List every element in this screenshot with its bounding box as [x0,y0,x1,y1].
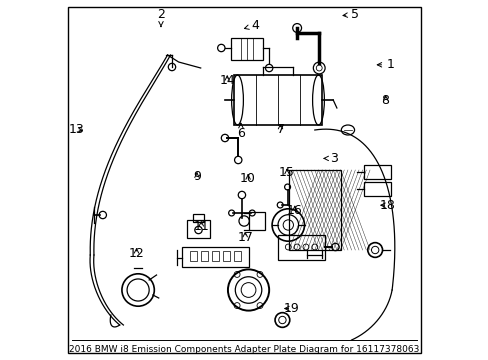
Bar [200,251,207,261]
Text: 7: 7 [276,123,284,136]
Bar [364,165,390,179]
Text: 19: 19 [283,302,299,315]
Bar [233,75,322,125]
Text: 2016 BMW i8 Emission Components Adapter Plate Diagram for 16117378063: 2016 BMW i8 Emission Components Adapter … [69,345,419,354]
Text: 5: 5 [342,8,359,21]
Bar [248,212,264,230]
Bar [192,214,204,222]
Bar [278,235,325,260]
Bar [189,251,197,261]
Text: 16: 16 [286,204,302,217]
Text: 8: 8 [381,94,389,107]
Bar [182,247,248,267]
Bar [288,170,340,250]
Text: 11: 11 [193,220,209,233]
Text: 13: 13 [68,123,84,136]
Bar [233,251,241,261]
Bar [211,251,219,261]
Text: 9: 9 [193,170,201,183]
Text: 18: 18 [379,199,395,212]
Bar [230,38,263,60]
Text: 4: 4 [244,19,259,32]
Text: 6: 6 [237,123,244,140]
Text: 1: 1 [376,58,394,71]
Text: 10: 10 [240,172,256,185]
Text: 2: 2 [157,8,164,27]
Bar [364,182,390,196]
Bar [223,251,230,261]
Text: 14: 14 [219,75,235,87]
Text: 12: 12 [128,247,144,260]
Bar [187,220,209,238]
Text: 17: 17 [237,231,253,244]
Text: 3: 3 [324,152,338,165]
Text: 15: 15 [279,166,294,179]
